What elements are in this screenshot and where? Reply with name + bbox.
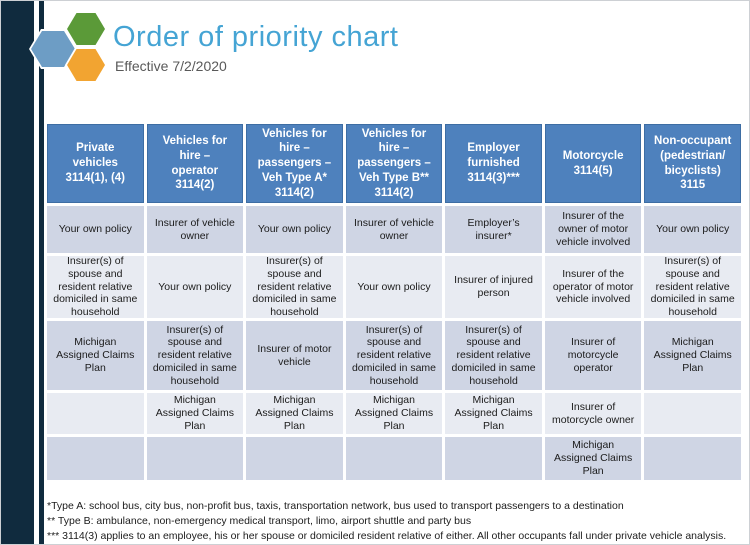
- sidebar-navy-pinstripe: [39, 1, 44, 544]
- table-cell: [47, 393, 144, 434]
- footnotes: *Type A: school bus, city bus, non-profi…: [47, 499, 741, 544]
- table-cell: Michigan Assigned Claims Plan: [146, 393, 244, 434]
- table-cell: Insurer of motor vehicle: [246, 321, 343, 390]
- table-cell: Your own policy: [644, 206, 741, 253]
- table-cell: Insurer of vehicle owner: [146, 206, 244, 253]
- table-cell: Insurer(s) of spouse and resident relati…: [146, 321, 244, 390]
- column-header-private-vehicles: Private vehicles 3114(1), (4): [47, 124, 144, 203]
- table-cell: Michigan Assigned Claims Plan: [47, 321, 144, 390]
- table-cell: [345, 437, 443, 480]
- table-cell: Michigan Assigned Claims Plan: [445, 393, 542, 434]
- table-cell: Your own policy: [146, 256, 244, 318]
- table-cell: Insurer(s) of spouse and resident relati…: [445, 321, 542, 390]
- column-header-hire-passengers-b: Vehicles for hire – passengers – Veh Typ…: [345, 124, 443, 203]
- column-header-hire-operator: Vehicles for hire – operator 3114(2): [146, 124, 244, 203]
- table-cell: Michigan Assigned Claims Plan: [246, 393, 343, 434]
- footnote-type-b: ** Type B: ambulance, non-emergency medi…: [47, 515, 472, 527]
- table-cell: [146, 437, 244, 480]
- table-cell: Insurer of motorcycle owner: [544, 393, 642, 434]
- table-cell: Insurer of motorcycle operator: [544, 321, 642, 390]
- table-cell: Your own policy: [345, 256, 443, 318]
- footnote-type-a: *Type A: school bus, city bus, non-profi…: [47, 500, 624, 512]
- orange-hexagon-icon: [65, 47, 107, 83]
- table-cell: Insurer(s) of spouse and resident relati…: [644, 255, 741, 318]
- green-hexagon-icon: [65, 11, 107, 47]
- table-cell: Insurer of vehicle owner: [345, 206, 443, 253]
- footnote-3114-3: *** 3114(3) applies to an employee, his …: [47, 530, 727, 542]
- table-cell: Michigan Assigned Claims Plan: [345, 393, 443, 434]
- page-title: Order of priority chart: [113, 21, 399, 53]
- table-cell: [445, 437, 542, 480]
- sidebar-navy-bar: [1, 1, 34, 544]
- table-cell: Insurer(s) of spouse and resident relati…: [246, 255, 343, 318]
- table-cell: Your own policy: [47, 206, 144, 253]
- table-cell: Your own policy: [246, 206, 343, 253]
- priority-table: Private vehicles 3114(1), (4) Vehicles f…: [47, 124, 741, 480]
- table-cell: Employer’s insurer*: [445, 206, 542, 253]
- column-header-employer-furnished: Employer furnished 3114(3)***: [445, 124, 542, 203]
- column-header-hire-passengers-a: Vehicles for hire – passengers – Veh Typ…: [246, 124, 343, 203]
- table-cell: Michigan Assigned Claims Plan: [544, 437, 642, 480]
- table-cell: Insurer of the operator of motor vehicle…: [544, 256, 642, 318]
- table-cell: Insurer(s) of spouse and resident relati…: [47, 255, 144, 318]
- effective-date: Effective 7/2/2020: [115, 58, 227, 74]
- table-cell: Insurer of injured person: [445, 256, 542, 318]
- column-header-motorcycle: Motorcycle 3114(5): [544, 124, 642, 203]
- table-cell: Michigan Assigned Claims Plan: [644, 321, 741, 390]
- column-header-non-occupant: Non-occupant (pedestrian/ bicyclists) 31…: [644, 124, 741, 203]
- table-cell: Insurer of the owner of motor vehicle in…: [544, 206, 642, 253]
- table-cell: [47, 437, 144, 480]
- table-cell: [644, 393, 741, 434]
- table-cell: [246, 437, 343, 480]
- table-cell: Insurer(s) of spouse and resident relati…: [345, 321, 443, 390]
- table-cell: [644, 437, 741, 480]
